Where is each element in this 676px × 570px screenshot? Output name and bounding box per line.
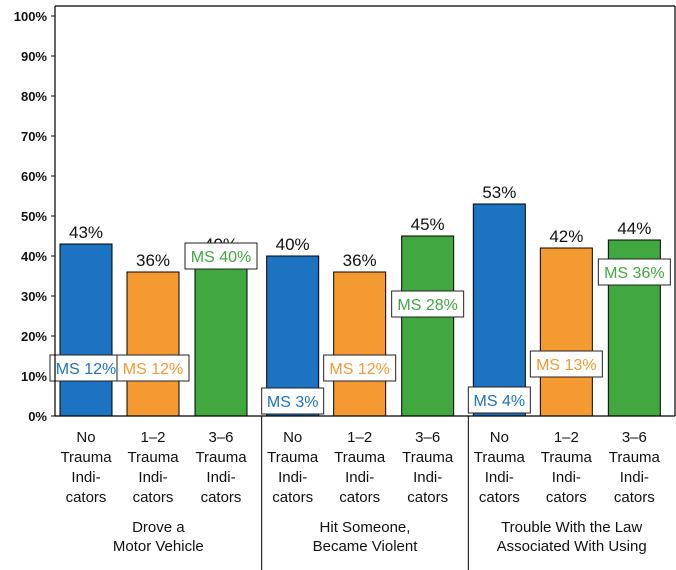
y-tick-label: 40% (21, 249, 47, 264)
ms-label: MS 12% (123, 361, 183, 378)
y-tick-label: 60% (21, 169, 47, 184)
ms-label-box (529, 350, 603, 378)
category-label: 1–2 (140, 429, 165, 446)
group-label: Hit Someone, (320, 519, 411, 536)
bar (59, 243, 113, 417)
ms-label: MS 36% (604, 265, 664, 282)
category-label: cators (479, 489, 520, 506)
group-label: Drove a (132, 519, 185, 536)
ms-label-box (391, 290, 465, 318)
category-label: Indi- (138, 469, 167, 486)
ms-label-box (49, 354, 123, 382)
ms-label-box (597, 258, 671, 286)
category-label: Trauma (402, 449, 454, 466)
category-label: Trauma (60, 449, 112, 466)
ms-label-box (467, 386, 531, 414)
category-label: cators (339, 489, 380, 506)
bar (194, 255, 248, 417)
ms-label: MS 28% (397, 297, 457, 314)
ms-label: MS 4% (474, 393, 526, 410)
category-label: 3–6 (622, 429, 647, 446)
category-label: Trauma (127, 449, 179, 466)
category-label: 3–6 (208, 429, 233, 446)
group-label: Associated With Using (497, 538, 647, 555)
category-label: cators (614, 489, 655, 506)
y-tick-label: 0% (28, 409, 47, 424)
category-label: Trauma (474, 449, 526, 466)
category-label: 3–6 (415, 429, 440, 446)
category-label: Trauma (195, 449, 247, 466)
y-tick-label: 90% (21, 49, 47, 64)
category-label: cators (407, 489, 448, 506)
category-label: Trauma (267, 449, 319, 466)
category-label: Indi- (345, 469, 374, 486)
data-label: 36% (136, 251, 170, 270)
ms-label: MS 13% (536, 357, 596, 374)
category-label: Indi- (206, 469, 235, 486)
y-tick-label: 50% (21, 209, 47, 224)
group-label: Became Violent (313, 538, 419, 555)
category-label: cators (133, 489, 174, 506)
ms-label-box (261, 387, 325, 415)
data-label: 45% (411, 215, 445, 234)
data-label: 44% (617, 219, 651, 238)
y-tick-label: 100% (14, 9, 48, 24)
category-label: cators (272, 489, 313, 506)
group-label: Trouble With the Law (501, 519, 642, 536)
ms-label-box (323, 354, 397, 382)
category-label: Trauma (541, 449, 593, 466)
category-label: No (490, 429, 509, 446)
data-label: 53% (482, 183, 516, 202)
category-label: Indi- (485, 469, 514, 486)
ms-label: MS 12% (56, 361, 116, 378)
bar (401, 235, 455, 417)
category-label: Indi- (278, 469, 307, 486)
category-label: Indi- (620, 469, 649, 486)
category-label: 1–2 (347, 429, 372, 446)
ms-label: MS 3% (267, 394, 319, 411)
y-tick-label: 20% (21, 329, 47, 344)
category-label: No (283, 429, 302, 446)
y-tick-label: 80% (21, 89, 47, 104)
ms-label-box (184, 242, 258, 270)
category-label: No (76, 429, 95, 446)
y-tick-label: 70% (21, 129, 47, 144)
category-label: cators (66, 489, 107, 506)
category-label: Trauma (334, 449, 386, 466)
data-label: 43% (69, 223, 103, 242)
data-label: 36% (343, 251, 377, 270)
ms-label: MS 12% (329, 361, 389, 378)
bar (333, 271, 387, 417)
category-label: cators (546, 489, 587, 506)
category-label: Indi- (552, 469, 581, 486)
y-tick-label: 10% (21, 369, 47, 384)
bar (539, 247, 593, 417)
data-label: 42% (549, 227, 583, 246)
category-label: Indi- (71, 469, 100, 486)
category-label: Trauma (609, 449, 661, 466)
bar (472, 203, 526, 417)
group-label: Motor Vehicle (113, 538, 204, 555)
category-label: Indi- (413, 469, 442, 486)
ms-label-box (116, 354, 190, 382)
bar (126, 271, 180, 417)
data-label: 40% (276, 235, 310, 254)
ms-label: MS 40% (191, 249, 251, 266)
y-tick-label: 30% (21, 289, 47, 304)
category-label: cators (201, 489, 242, 506)
category-label: 1–2 (554, 429, 579, 446)
